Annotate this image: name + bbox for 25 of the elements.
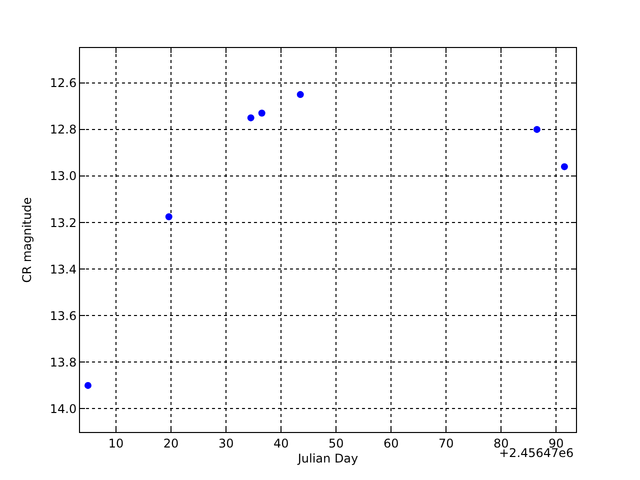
y-tick-label: 12.6 — [50, 76, 77, 90]
y-tick-label: 13.8 — [50, 355, 77, 370]
x-tick-label: 50 — [328, 436, 344, 450]
point — [560, 163, 568, 170]
point — [533, 126, 540, 133]
y-tick-label: 12.8 — [50, 122, 77, 137]
y-tick-label: 14.0 — [50, 402, 77, 416]
y-tick-label: 13.6 — [50, 308, 77, 323]
point — [247, 114, 254, 122]
point — [296, 91, 304, 98]
x-tick-label: 40 — [273, 436, 289, 450]
y-tick-label: 13.4 — [50, 262, 77, 276]
point — [165, 213, 172, 220]
y-tick-label: 13.0 — [50, 169, 77, 184]
x-tick-label: 60 — [383, 436, 399, 450]
x-axis-title: Julian Day — [296, 451, 358, 466]
y-tick-label: 13.2 — [50, 216, 77, 230]
x-tick-label: 30 — [218, 436, 234, 450]
y-axis-title: CR magnitude — [20, 197, 34, 283]
x-tick-label: 10 — [108, 436, 124, 450]
point — [258, 110, 266, 117]
x-tick-label: 80 — [494, 436, 509, 450]
point — [84, 382, 92, 389]
x-tick-label: 70 — [438, 436, 454, 450]
x-tick-label: 20 — [163, 436, 179, 450]
